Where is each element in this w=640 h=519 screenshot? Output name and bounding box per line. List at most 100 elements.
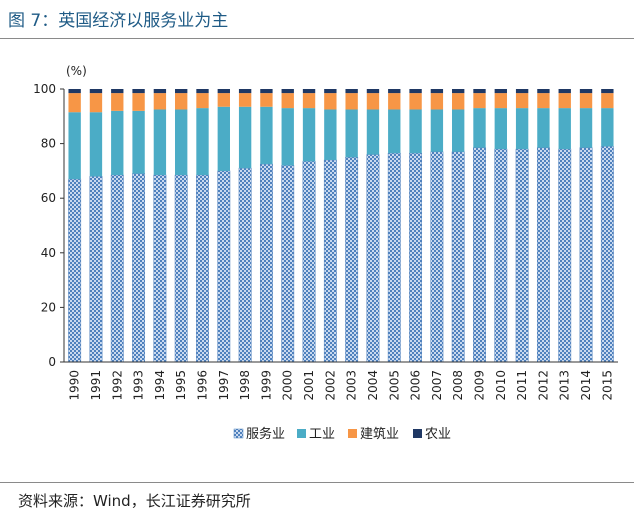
- bar-construction-2014: [579, 93, 593, 109]
- bar-services-2001: [302, 161, 316, 363]
- x-tick-label-1999: 1999: [259, 370, 273, 401]
- bar-agriculture-1994: [153, 89, 167, 94]
- x-tick-label-1992: 1992: [110, 370, 124, 401]
- x-tick-label-2010: 2010: [494, 370, 508, 401]
- legend-swatch-construction: [348, 429, 357, 438]
- bar-services-1996: [196, 174, 209, 363]
- bar-industry-1994: [153, 109, 167, 175]
- bar-agriculture-2006: [409, 89, 422, 94]
- chart-title: 图 7：英国经济以服务业为主: [8, 11, 229, 31]
- bar-agriculture-2010: [494, 89, 507, 94]
- bar-services-1994: [153, 174, 167, 363]
- bar-construction-2011: [515, 93, 529, 109]
- bar-industry-2002: [324, 109, 337, 160]
- x-tick-label-2013: 2013: [558, 370, 572, 401]
- source-note: 资料来源：Wind，长江证券研究所: [18, 492, 251, 510]
- legend-swatch-industry: [297, 429, 306, 438]
- bar-agriculture-2011: [515, 89, 529, 94]
- bar-industry-2008: [452, 109, 465, 152]
- axes: 1990 1991 1992 1993 1994 1995 1996 1997 1998 1999…: [33, 64, 618, 401]
- bar-construction-2009: [473, 93, 486, 109]
- x-tick-label-1997: 1997: [217, 370, 231, 401]
- bar-construction-2005: [388, 93, 401, 110]
- x-tick-label-2015: 2015: [600, 370, 614, 401]
- bar-services-2008: [451, 151, 465, 363]
- bar-industry-2003: [345, 109, 358, 158]
- bar-industry-2015: [601, 108, 614, 147]
- x-tick-label-2002: 2002: [323, 370, 337, 401]
- bar-agriculture-1992: [111, 89, 124, 94]
- bar-construction-2013: [558, 93, 571, 109]
- x-tick-label-2011: 2011: [515, 370, 529, 401]
- x-tick-label-2006: 2006: [409, 370, 423, 401]
- bar-construction-2006: [409, 93, 422, 110]
- y-unit-label: (%): [66, 64, 87, 78]
- bar-construction-2007: [430, 93, 444, 110]
- bar-services-2009: [473, 147, 486, 363]
- x-tick-label-1995: 1995: [174, 370, 188, 401]
- bar-services-2011: [515, 148, 529, 363]
- bar-industry-1997: [217, 106, 230, 171]
- bar-agriculture-2000: [281, 89, 294, 94]
- bar-agriculture-2014: [579, 89, 593, 94]
- bar-industry-2009: [473, 108, 486, 148]
- bar-construction-1992: [111, 93, 124, 111]
- bar-industry-2001: [302, 108, 316, 162]
- legend-swatch-services: [233, 428, 244, 439]
- bar-services-2007: [430, 151, 444, 363]
- bar-services-2004: [366, 154, 380, 363]
- bar-industry-1999: [260, 106, 273, 165]
- bar-agriculture-2003: [345, 89, 358, 94]
- x-tick-label-2005: 2005: [387, 370, 401, 401]
- x-tick-label-2007: 2007: [430, 370, 444, 401]
- title-divider: [0, 38, 634, 39]
- bar-services-2006: [409, 152, 423, 363]
- bar-industry-1991: [89, 112, 103, 177]
- bar-construction-2003: [345, 93, 358, 110]
- bar-agriculture-2015: [601, 89, 614, 94]
- bar-construction-2002: [324, 93, 337, 110]
- x-tick-label-2008: 2008: [451, 370, 465, 401]
- bar-industry-2000: [281, 108, 294, 166]
- x-tick-label-1996: 1996: [196, 370, 210, 401]
- bar-services-1992: [110, 174, 124, 363]
- bar-construction-2010: [494, 93, 507, 109]
- legend-label-agriculture: 农业: [425, 427, 451, 442]
- bar-agriculture-2005: [388, 89, 401, 94]
- bar-services-2012: [536, 147, 550, 363]
- plot-area: [68, 89, 614, 363]
- bar-services-1990: [68, 178, 82, 363]
- bar-industry-1995: [175, 109, 188, 175]
- bar-construction-2008: [452, 93, 465, 110]
- bar-industry-2007: [430, 109, 444, 152]
- bar-construction-1994: [153, 93, 167, 110]
- bar-construction-1996: [196, 93, 209, 109]
- bar-industry-2012: [537, 108, 550, 148]
- bar-industry-1998: [238, 106, 252, 169]
- bar-industry-1993: [132, 110, 145, 174]
- bar-construction-2012: [537, 93, 550, 109]
- legend-label-construction: 建筑业: [360, 426, 399, 442]
- bar-agriculture-1998: [238, 89, 252, 94]
- x-tick-label-1991: 1991: [89, 370, 103, 401]
- bar-agriculture-2001: [302, 89, 316, 94]
- x-tick-label-1990: 1990: [68, 370, 82, 401]
- x-tick-label-2004: 2004: [366, 370, 380, 401]
- y-tick-label-0: 0: [48, 355, 56, 369]
- bar-industry-2014: [579, 108, 593, 148]
- bar-construction-1995: [175, 93, 188, 110]
- x-tick-label-1998: 1998: [238, 370, 252, 401]
- bar-construction-1997: [217, 93, 230, 107]
- legend-swatch-agriculture: [413, 429, 422, 438]
- x-tick-label-1993: 1993: [132, 370, 146, 401]
- source-divider: [0, 482, 634, 483]
- bar-services-2002: [323, 159, 337, 363]
- bar-agriculture-2013: [558, 89, 571, 94]
- bar-construction-1999: [260, 93, 273, 107]
- bar-agriculture-1997: [217, 89, 230, 94]
- x-tick-label-2009: 2009: [473, 370, 487, 401]
- y-tick-label-80: 80: [41, 137, 56, 151]
- bar-construction-1990: [68, 93, 81, 113]
- bar-construction-2004: [366, 93, 380, 110]
- bar-industry-1996: [196, 108, 209, 175]
